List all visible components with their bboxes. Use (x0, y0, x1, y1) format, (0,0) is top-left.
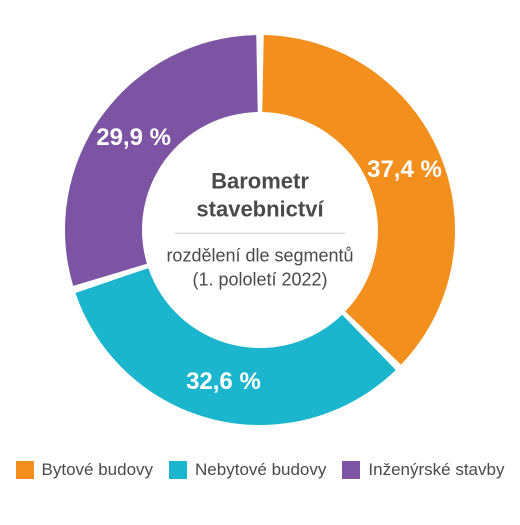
chart-title: Barometr stavebnictví (150, 168, 370, 223)
slice-label-nebytove: 32,6 % (186, 368, 261, 396)
legend-label-inzenyr: Inženýrské stavby (368, 460, 504, 480)
chart-center-block: Barometr stavebnictví rozdělení dle segm… (150, 168, 370, 293)
slice-label-inzenyr: 29,9 % (96, 124, 171, 152)
slice-label-bytove: 37,4 % (367, 156, 442, 184)
legend-swatch-nebytove (169, 461, 187, 479)
chart-subtitle-line1: rozdělení dle segmentů (166, 246, 353, 266)
legend-item-inzenyr: Inženýrské stavby (342, 460, 504, 480)
legend-item-nebytove: Nebytové budovy (169, 460, 326, 480)
chart-title-line1: Barometr (211, 169, 309, 194)
legend-label-nebytove: Nebytové budovy (195, 460, 326, 480)
chart-title-line2: stavebnictví (196, 196, 323, 221)
chart-center-divider (175, 233, 345, 234)
legend-item-bytove: Bytové budovy (16, 460, 154, 480)
chart-subtitle: rozdělení dle segmentů (1. pololetí 2022… (150, 244, 370, 293)
legend-swatch-bytove (16, 461, 34, 479)
donut-chart: Barometr stavebnictví rozdělení dle segm… (0, 0, 520, 460)
legend-label-bytove: Bytové budovy (42, 460, 154, 480)
legend-swatch-inzenyr (342, 461, 360, 479)
chart-subtitle-line2: (1. pololetí 2022) (192, 270, 327, 290)
legend: Bytové budovy Nebytové budovy Inženýrské s… (0, 460, 520, 480)
